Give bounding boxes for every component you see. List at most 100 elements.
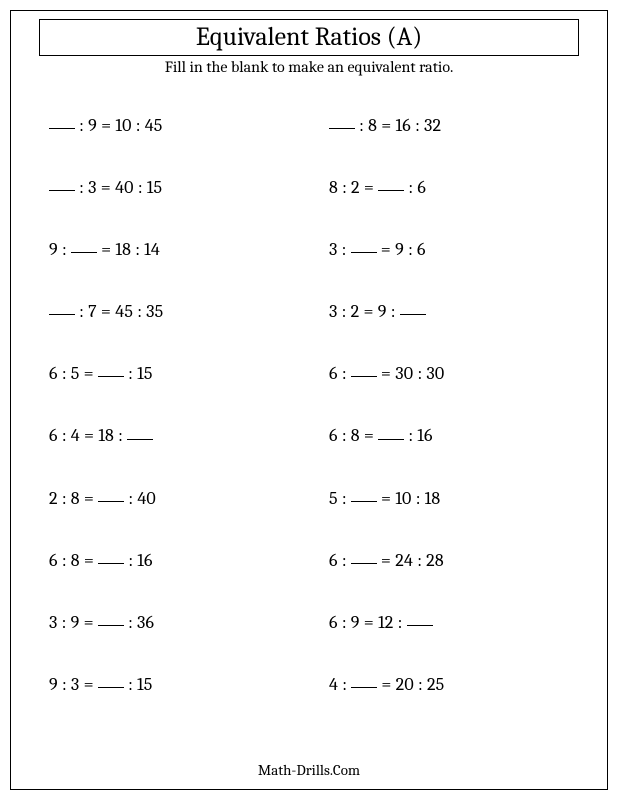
ratio-problem: 6 : 5 = : 15 — [49, 362, 289, 384]
ratio-number: 30 — [426, 363, 444, 384]
ratio-number: 6 — [417, 177, 426, 198]
page-title: Equivalent Ratios (A) — [40, 22, 578, 52]
ratio-number: 14 — [144, 239, 160, 260]
ratio-number: 4 — [71, 426, 80, 447]
ratio-number: 30 — [395, 363, 413, 384]
ratio-problem: 6 : = 30 : 30 — [329, 362, 569, 384]
ratio-number: 6 — [417, 239, 426, 260]
ratio-number: 40 — [137, 488, 156, 509]
ratio-number: 9 — [395, 239, 404, 260]
ratio-problem: 2 : 8 = : 40 — [49, 487, 289, 509]
ratio-problem: 6 : = 24 : 28 — [329, 549, 569, 571]
ratio-number: 3 — [88, 177, 97, 198]
ratio-problem: 5 : = 10 : 18 — [329, 487, 569, 509]
blank-field[interactable] — [49, 174, 75, 191]
ratio-number: 32 — [424, 115, 441, 136]
ratio-number: 8 — [368, 115, 377, 136]
ratio-number: 40 — [115, 177, 134, 198]
ratio-number: 2 — [49, 488, 58, 509]
ratio-number: 9 — [49, 239, 58, 260]
blank-field[interactable] — [378, 422, 404, 439]
blank-field[interactable] — [49, 112, 75, 129]
ratio-problem: 8 : 2 = : 6 — [329, 176, 569, 198]
ratio-number: 24 — [395, 550, 413, 571]
blank-field[interactable] — [351, 547, 377, 564]
ratio-number: 16 — [417, 426, 432, 447]
ratio-number: 35 — [146, 301, 163, 322]
blank-field[interactable] — [329, 112, 355, 129]
ratio-number: 16 — [396, 115, 411, 136]
blank-field[interactable] — [98, 360, 124, 377]
title-box: Equivalent Ratios (A) — [39, 19, 579, 56]
ratio-number: 3 — [71, 674, 80, 695]
ratio-problem: 6 : 9 = 12 : — [329, 611, 569, 633]
blank-field[interactable] — [98, 485, 124, 502]
blank-field[interactable] — [351, 236, 377, 253]
ratio-number: 6 — [329, 612, 338, 633]
ratio-number: 9 — [378, 301, 387, 322]
ratio-number: 8 — [351, 426, 360, 447]
blank-field[interactable] — [351, 671, 377, 688]
ratio-number: 8 — [71, 488, 80, 509]
ratio-number: 45 — [115, 301, 133, 322]
blank-field[interactable] — [351, 360, 377, 377]
ratio-number: 5 — [329, 488, 338, 509]
ratio-number: 45 — [145, 115, 163, 136]
ratio-number: 15 — [137, 674, 152, 695]
ratio-number: 2 — [351, 301, 360, 322]
ratio-number: 20 — [396, 674, 414, 695]
blank-field[interactable] — [400, 298, 426, 315]
ratio-number: 9 — [71, 612, 80, 633]
ratio-number: 2 — [351, 177, 360, 198]
instructions: Fill in the blank to make an equivalent … — [39, 58, 579, 76]
blank-field[interactable] — [98, 547, 124, 564]
blank-field[interactable] — [98, 671, 124, 688]
ratio-number: 18 — [98, 426, 114, 447]
ratio-number: 6 — [329, 363, 338, 384]
ratio-number: 6 — [329, 426, 338, 447]
ratio-problem: 6 : 8 = : 16 — [49, 549, 289, 571]
ratio-number: 3 — [329, 239, 338, 260]
ratio-problem: : 7 = 45 : 35 — [49, 300, 289, 322]
ratio-number: 10 — [115, 115, 131, 136]
blank-field[interactable] — [351, 485, 377, 502]
ratio-number: 3 — [329, 301, 338, 322]
problems-grid: : 9 = 10 : 45 : 8 = 16 : 32 : 3 = 40 : 1… — [39, 114, 579, 695]
ratio-number: 8 — [329, 177, 338, 198]
ratio-number: 16 — [137, 550, 152, 571]
ratio-number: 8 — [71, 550, 80, 571]
blank-field[interactable] — [71, 236, 97, 253]
blank-field[interactable] — [49, 298, 75, 315]
ratio-problem: 9 : = 18 : 14 — [49, 238, 289, 260]
footer-text: Math-Drills.Com — [11, 761, 607, 779]
ratio-number: 18 — [115, 239, 131, 260]
ratio-number: 4 — [329, 674, 338, 695]
ratio-number: 15 — [147, 177, 162, 198]
ratio-problem: : 9 = 10 : 45 — [49, 114, 289, 136]
ratio-problem: 3 : = 9 : 6 — [329, 238, 569, 260]
ratio-problem: : 8 = 16 : 32 — [329, 114, 569, 136]
ratio-number: 18 — [425, 488, 441, 509]
ratio-problem: : 3 = 40 : 15 — [49, 176, 289, 198]
ratio-number: 9 — [351, 612, 360, 633]
ratio-number: 36 — [137, 612, 154, 633]
ratio-problem: 3 : 2 = 9 : — [329, 300, 569, 322]
blank-field[interactable] — [127, 422, 153, 439]
blank-field[interactable] — [378, 174, 404, 191]
ratio-number: 3 — [49, 612, 58, 633]
ratio-number: 10 — [395, 488, 411, 509]
ratio-problem: 6 : 8 = : 16 — [329, 424, 569, 446]
blank-field[interactable] — [407, 609, 433, 626]
ratio-problem: 3 : 9 = : 36 — [49, 611, 289, 633]
ratio-number: 28 — [426, 550, 444, 571]
ratio-number: 6 — [49, 363, 58, 384]
ratio-number: 7 — [88, 301, 97, 322]
ratio-number: 9 — [49, 674, 58, 695]
blank-field[interactable] — [98, 609, 124, 626]
ratio-number: 5 — [71, 363, 80, 384]
ratio-number: 6 — [49, 550, 58, 571]
ratio-number: 25 — [427, 674, 444, 695]
ratio-number: 12 — [378, 612, 393, 633]
ratio-problem: 6 : 4 = 18 : — [49, 424, 289, 446]
ratio-number: 15 — [137, 363, 152, 384]
